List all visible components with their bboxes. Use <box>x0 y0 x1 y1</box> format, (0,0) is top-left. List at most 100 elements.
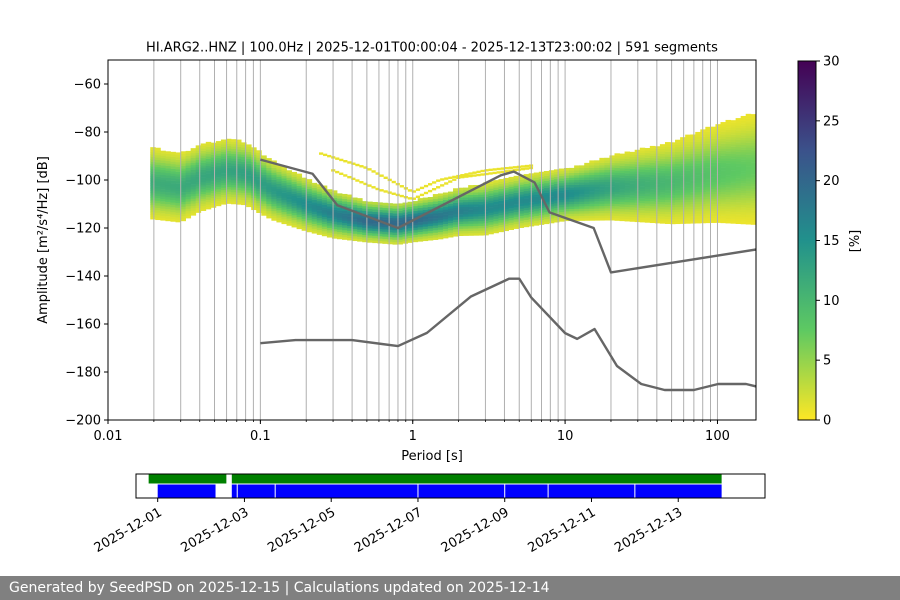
density-cell <box>574 170 580 173</box>
density-cell <box>670 171 676 174</box>
density-cell <box>745 219 752 223</box>
density-cell <box>664 199 671 203</box>
density-cell <box>397 217 403 221</box>
density-cell <box>599 215 605 219</box>
density-cell <box>609 212 615 216</box>
density-cell <box>750 200 756 204</box>
density-cell <box>321 192 328 196</box>
density-branch-cell <box>452 178 457 181</box>
density-cell <box>518 218 525 221</box>
density-cell <box>266 182 272 185</box>
density-cell <box>236 185 242 188</box>
density-cell <box>745 217 752 220</box>
density-cell <box>261 179 267 183</box>
density-cell <box>599 157 605 161</box>
density-cell <box>589 198 595 202</box>
density-cell <box>352 233 358 237</box>
density-cell <box>584 218 590 221</box>
density-cell <box>316 198 323 202</box>
density-cell <box>624 168 631 172</box>
density-cell <box>150 211 156 215</box>
density-cell <box>200 201 207 204</box>
density-cell <box>649 157 656 161</box>
density-cell <box>437 227 444 230</box>
density-cell <box>740 149 747 153</box>
density-cell <box>624 187 631 191</box>
density-cell <box>468 187 474 191</box>
density-cell <box>654 220 661 224</box>
density-cell <box>347 204 353 207</box>
density-cell <box>286 175 292 178</box>
density-cell <box>695 172 701 176</box>
density-cell <box>155 200 161 204</box>
density-cell <box>508 198 514 202</box>
density-cell <box>225 191 232 195</box>
density-cell <box>185 167 192 171</box>
density-cell <box>740 130 747 134</box>
density-cell <box>584 162 590 166</box>
density-cell <box>649 155 656 159</box>
density-cell <box>619 177 626 181</box>
density-cell <box>695 167 701 171</box>
density-cell <box>710 201 716 204</box>
density-cell <box>200 193 207 197</box>
density-cell <box>291 198 298 202</box>
density-cell <box>180 201 186 205</box>
density-cell <box>604 162 610 166</box>
density-cell <box>604 174 610 178</box>
density-cell <box>422 207 429 210</box>
density-cell <box>659 199 666 203</box>
density-branch-cell <box>339 158 344 162</box>
density-cell <box>427 235 434 239</box>
density-cell <box>266 170 272 173</box>
density-cell <box>458 187 464 191</box>
density-cell <box>488 207 494 211</box>
density-cell <box>715 167 721 171</box>
density-branch-cell <box>520 165 526 168</box>
density-cell <box>241 166 247 170</box>
density-cell <box>407 216 414 219</box>
density-cell <box>336 222 343 225</box>
density-cell <box>261 155 267 159</box>
density-cell <box>382 217 388 220</box>
density-cell <box>740 156 747 160</box>
density-branch-cell <box>472 171 477 174</box>
density-cell <box>685 182 691 186</box>
density-cell <box>654 146 661 149</box>
density-cell <box>417 229 424 233</box>
density-cell <box>705 213 711 216</box>
density-cell <box>236 153 242 157</box>
density-cell <box>493 213 499 217</box>
data-coverage-bar <box>231 474 722 484</box>
density-cell <box>225 201 232 204</box>
density-cell <box>649 145 656 149</box>
density-cell <box>357 226 363 230</box>
density-cell <box>200 150 207 154</box>
density-cell <box>417 202 424 206</box>
density-cell <box>654 184 661 188</box>
density-cell <box>488 226 494 230</box>
density-cell <box>296 214 303 218</box>
density-cell <box>453 212 459 215</box>
density-cell <box>614 194 620 197</box>
density-cell <box>256 186 262 189</box>
density-cell <box>170 161 176 165</box>
density-cell <box>286 172 292 176</box>
density-cell <box>321 223 328 227</box>
density-cell <box>362 220 368 224</box>
density-cell <box>150 178 156 182</box>
density-cell <box>690 141 696 145</box>
density-cell <box>685 139 691 143</box>
density-cell <box>422 219 429 222</box>
density-cell <box>236 175 242 179</box>
density-cell <box>589 208 595 212</box>
density-cell <box>690 139 696 142</box>
density-cell <box>513 178 520 181</box>
density-cell <box>165 165 171 169</box>
density-cell <box>453 233 459 237</box>
density-cell <box>574 175 580 178</box>
density-cell <box>750 116 756 120</box>
density-cell <box>559 185 565 189</box>
density-cell <box>498 219 504 223</box>
density-cell <box>205 180 212 183</box>
